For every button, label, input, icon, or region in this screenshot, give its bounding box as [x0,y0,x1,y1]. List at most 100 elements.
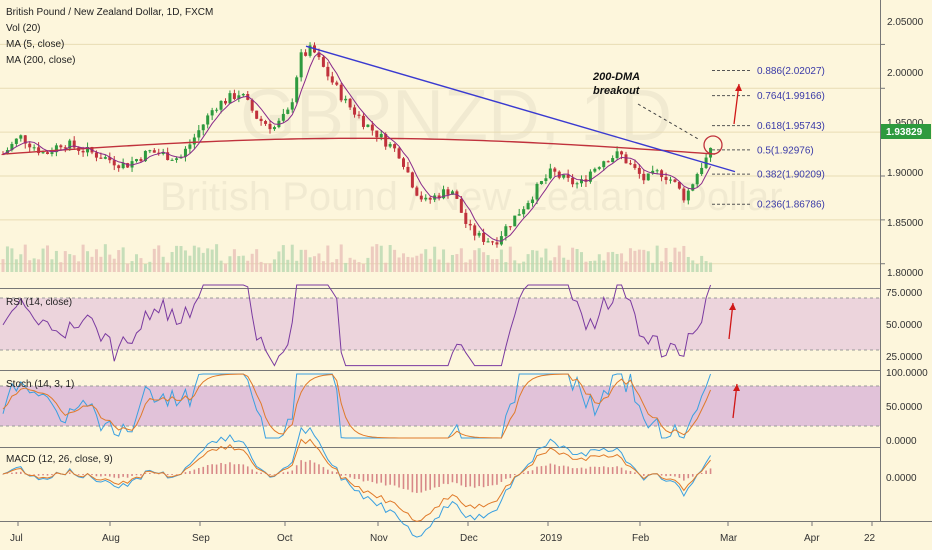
macd-hist-bar-85 [376,474,378,484]
candle-body-11 [46,152,49,154]
fib-label-4: 0.5(1.92976) [757,145,814,156]
candle-body-56 [246,94,250,100]
macd-line [2,426,711,538]
volume-bar-125 [553,257,557,272]
candle-body-116 [513,215,517,227]
macd-hist-bar-136 [602,466,605,474]
volume-bar-35 [152,248,156,272]
candle-body-100 [442,189,446,199]
volume-bar-16 [68,254,72,272]
candle-body-79 [348,98,352,108]
volume-bar-111 [491,259,494,272]
macd-hist-bar-140 [620,467,623,474]
volume-bar-118 [522,261,526,272]
volume-bar-89 [393,249,397,272]
macd-hist-bar-5 [20,471,22,474]
volume-bar-20 [86,251,90,272]
macd-hist-bar-118 [522,472,525,474]
volume-bar-119 [526,254,530,272]
macd-hist-bar-112 [496,474,498,485]
candle-body-90 [397,148,401,159]
macd-hist-bar-71 [313,462,316,474]
volume-bar-126 [557,245,561,272]
volume-bar-115 [508,246,512,272]
macd-hist-bar-114 [505,474,507,479]
price-tick-6: 1.80000 [887,268,924,279]
volume-bar-84 [370,246,374,272]
macd-hist-bar-78 [344,474,347,476]
macd-hist-bar-10 [42,474,44,476]
candle-body-158 [700,167,704,175]
volume-bar-5 [19,254,23,272]
candle-body-26 [112,160,116,166]
candle-body-59 [259,118,263,122]
volume-bar-3 [10,248,14,272]
macd-hist-bar-33 [144,473,147,474]
macd-hist-bar-150 [665,474,667,477]
macd-hist-bar-54 [238,464,240,474]
candle-body-45 [197,130,201,138]
volume-bar-33 [143,263,147,272]
candle-body-142 [628,163,632,165]
candle-body-127 [562,174,566,178]
volume-bar-42 [183,250,187,272]
volume-bar-13 [54,250,58,272]
candle-body-15 [63,147,67,149]
macd-hist-bar-46 [202,466,205,474]
volume-bar-58 [255,249,259,272]
macd-hist-bar-36 [157,473,160,475]
candle-body-3 [10,143,14,151]
stoch-tick-1: 100.0000 [886,368,928,379]
candle-body-109 [482,232,486,242]
volume-bar-112 [495,259,499,272]
volume-bar-86 [379,245,383,272]
candle-body-88 [388,144,392,147]
volume-bar-55 [241,255,245,272]
macd-hist-bar-39 [171,474,173,476]
price-axis-separator [880,0,881,521]
volume-bar-138 [611,251,615,272]
macd-hist-bar-70 [309,460,311,474]
volume-bar-131 [580,252,583,272]
macd-hist-bar-67 [295,465,298,474]
macd-hist-bar-102 [451,474,454,483]
macd-hist-bar-115 [509,474,512,479]
macd-hist-bar-105 [465,474,467,488]
fib-label-1: 0.886(2.02027) [757,66,825,77]
candle-body-124 [548,168,552,179]
macd-hist-bar-58 [255,471,258,474]
volume-bar-114 [504,262,508,272]
candle-body-156 [691,184,695,191]
macd-hist-bar-81 [358,474,360,480]
candle-body-144 [637,167,641,174]
volume-bar-71 [313,256,316,272]
candle-body-89 [393,144,397,149]
candle-body-58 [255,110,259,119]
volume-bar-40 [175,245,179,272]
time-tick-4: Oct [277,533,293,544]
volume-bar-41 [179,246,183,272]
volume-bar-92 [406,256,410,272]
candle-body-126 [557,171,561,178]
macd-histogram [2,460,712,493]
chart-title: British Pound / New Zealand Dollar, 1D, … [6,7,213,18]
time-tick-9: Mar [720,533,738,544]
volume-bar-147 [651,262,655,272]
volume-bar-109 [482,252,486,272]
macd-hist-bar-111 [491,474,494,486]
macd-hist-bar-79 [349,474,351,478]
volume-bar-121 [535,250,539,272]
volume-bar-82 [361,263,365,272]
volume-bar-34 [148,261,152,272]
macd-hist-bar-2 [6,473,9,475]
volume-bar-51 [224,263,227,272]
candle-body-75 [330,76,334,83]
volume-bar-133 [588,261,592,272]
volume-bar-98 [433,246,437,272]
candle-body-146 [646,173,650,181]
candle-body-76 [335,82,339,85]
candle-body-33 [143,150,147,162]
candle-body-54 [237,95,241,99]
macd-hist-bar-109 [482,474,485,488]
